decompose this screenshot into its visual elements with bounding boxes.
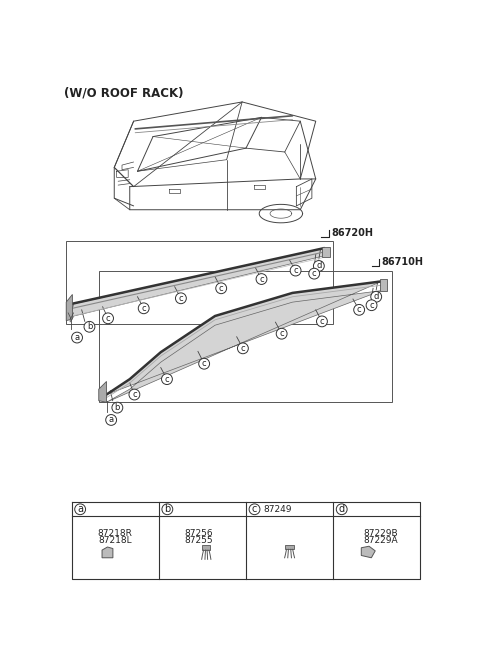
Text: 87218L: 87218L xyxy=(98,535,132,545)
Circle shape xyxy=(313,261,324,271)
Circle shape xyxy=(103,313,113,324)
Text: 87256: 87256 xyxy=(184,530,213,538)
Text: 87255: 87255 xyxy=(184,535,213,545)
Text: c: c xyxy=(179,294,183,303)
Circle shape xyxy=(138,303,149,313)
Circle shape xyxy=(112,402,123,413)
Text: 86710H: 86710H xyxy=(382,257,424,267)
Text: b: b xyxy=(115,403,120,412)
Text: a: a xyxy=(108,415,114,424)
Circle shape xyxy=(75,504,85,514)
Polygon shape xyxy=(99,382,107,402)
Text: c: c xyxy=(259,275,264,284)
Polygon shape xyxy=(361,546,375,558)
Polygon shape xyxy=(380,279,387,291)
Polygon shape xyxy=(322,246,330,258)
Text: c: c xyxy=(252,505,257,514)
Text: 87229B: 87229B xyxy=(363,530,398,538)
Circle shape xyxy=(336,504,347,514)
Circle shape xyxy=(256,274,267,284)
Polygon shape xyxy=(203,545,210,550)
Text: c: c xyxy=(279,329,284,338)
Circle shape xyxy=(72,332,83,343)
Text: 87249: 87249 xyxy=(263,505,291,514)
Text: c: c xyxy=(293,266,298,275)
Text: b: b xyxy=(164,505,170,514)
Text: c: c xyxy=(369,301,374,309)
Text: c: c xyxy=(106,314,110,323)
Circle shape xyxy=(216,283,227,294)
Text: c: c xyxy=(357,306,361,314)
Text: d: d xyxy=(339,505,345,514)
Circle shape xyxy=(238,343,248,353)
Circle shape xyxy=(84,321,95,332)
Polygon shape xyxy=(285,545,294,549)
Circle shape xyxy=(162,374,172,384)
Text: 87229A: 87229A xyxy=(363,535,398,545)
Text: a: a xyxy=(74,333,80,342)
Text: c: c xyxy=(320,317,324,326)
Circle shape xyxy=(176,293,186,304)
Polygon shape xyxy=(102,547,113,558)
Text: d: d xyxy=(373,292,379,302)
Circle shape xyxy=(316,316,327,327)
Text: (W/O ROOF RACK): (W/O ROOF RACK) xyxy=(64,87,183,100)
Polygon shape xyxy=(107,281,382,402)
Text: 87218R: 87218R xyxy=(98,530,132,538)
Text: a: a xyxy=(77,505,83,514)
Text: c: c xyxy=(312,269,316,278)
Circle shape xyxy=(129,389,140,400)
Circle shape xyxy=(290,265,301,276)
Circle shape xyxy=(354,304,365,315)
Circle shape xyxy=(366,300,377,311)
Text: c: c xyxy=(132,390,137,399)
Circle shape xyxy=(309,268,320,279)
Circle shape xyxy=(199,358,210,369)
Circle shape xyxy=(371,291,382,302)
Text: b: b xyxy=(87,323,92,331)
Text: 86720H: 86720H xyxy=(331,228,373,238)
Polygon shape xyxy=(66,294,72,321)
Text: d: d xyxy=(316,261,322,271)
Text: c: c xyxy=(165,374,169,384)
Circle shape xyxy=(106,415,117,425)
Text: c: c xyxy=(202,359,206,368)
Text: c: c xyxy=(219,284,224,293)
Circle shape xyxy=(276,328,287,339)
Text: c: c xyxy=(142,304,146,313)
Polygon shape xyxy=(70,248,324,322)
Circle shape xyxy=(249,504,260,514)
Circle shape xyxy=(162,504,173,514)
Text: c: c xyxy=(240,344,245,353)
